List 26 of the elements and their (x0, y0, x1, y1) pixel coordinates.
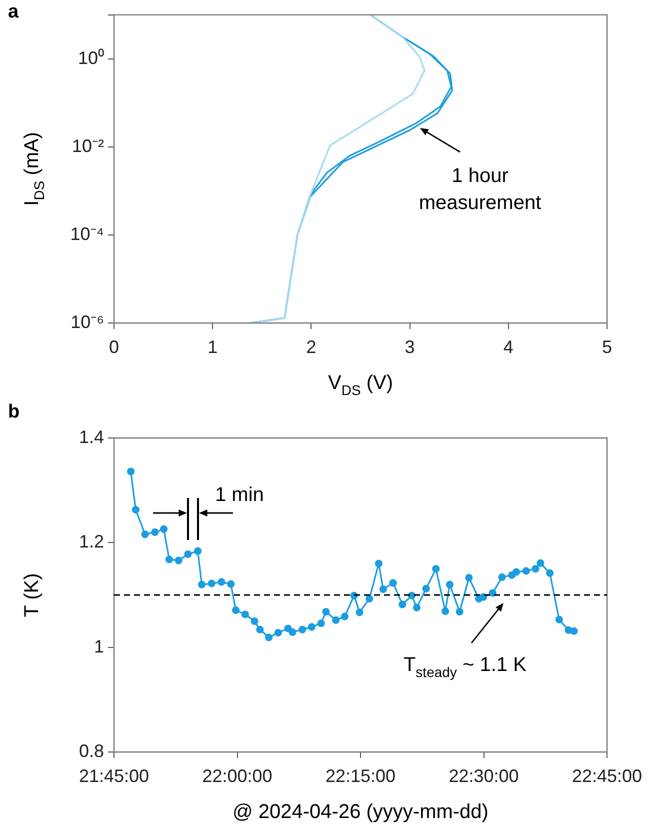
y-tick-label: 10⁻⁶ (70, 312, 104, 332)
annotation: 1 hour measurement (418, 165, 542, 214)
y-tick-label: 0.8 (78, 740, 104, 761)
y-tick-label: 10⁰ (78, 48, 104, 68)
y-tick-label: 10⁻⁴ (70, 224, 104, 244)
y-axis-title: T (K) (21, 573, 43, 618)
y-tick-label: 1.2 (78, 532, 104, 552)
chart-title: b (8, 402, 20, 423)
x-tick-label: 22:15:00 (325, 766, 396, 786)
chart-title: a (8, 2, 19, 23)
x-tick-label: 0 (108, 336, 120, 357)
x-tick-label: 3 (404, 336, 415, 357)
x-tick-label: 1 (208, 336, 218, 357)
y-axis-title: IDS (mA) (21, 132, 47, 206)
y-tick-label: 10⁻² (72, 136, 104, 156)
x-tick-label: 2 (306, 336, 316, 357)
x-tick-label: 21:45:00 (78, 766, 150, 786)
x-tick-label: 22:00:00 (202, 766, 272, 786)
annotation: 1 min (215, 484, 264, 506)
y-tick-label: 1.4 (78, 426, 104, 447)
x-tick-label: 22:45:00 (572, 766, 642, 786)
y-tick-label: 1 (94, 636, 104, 656)
x-axis-title: @ 2024-04-26 (yyyy-mm-dd) (232, 801, 488, 823)
x-tick-label: 5 (602, 336, 612, 357)
x-tick-label: 4 (503, 336, 514, 357)
x-tick-label: 22:30:00 (448, 766, 519, 786)
